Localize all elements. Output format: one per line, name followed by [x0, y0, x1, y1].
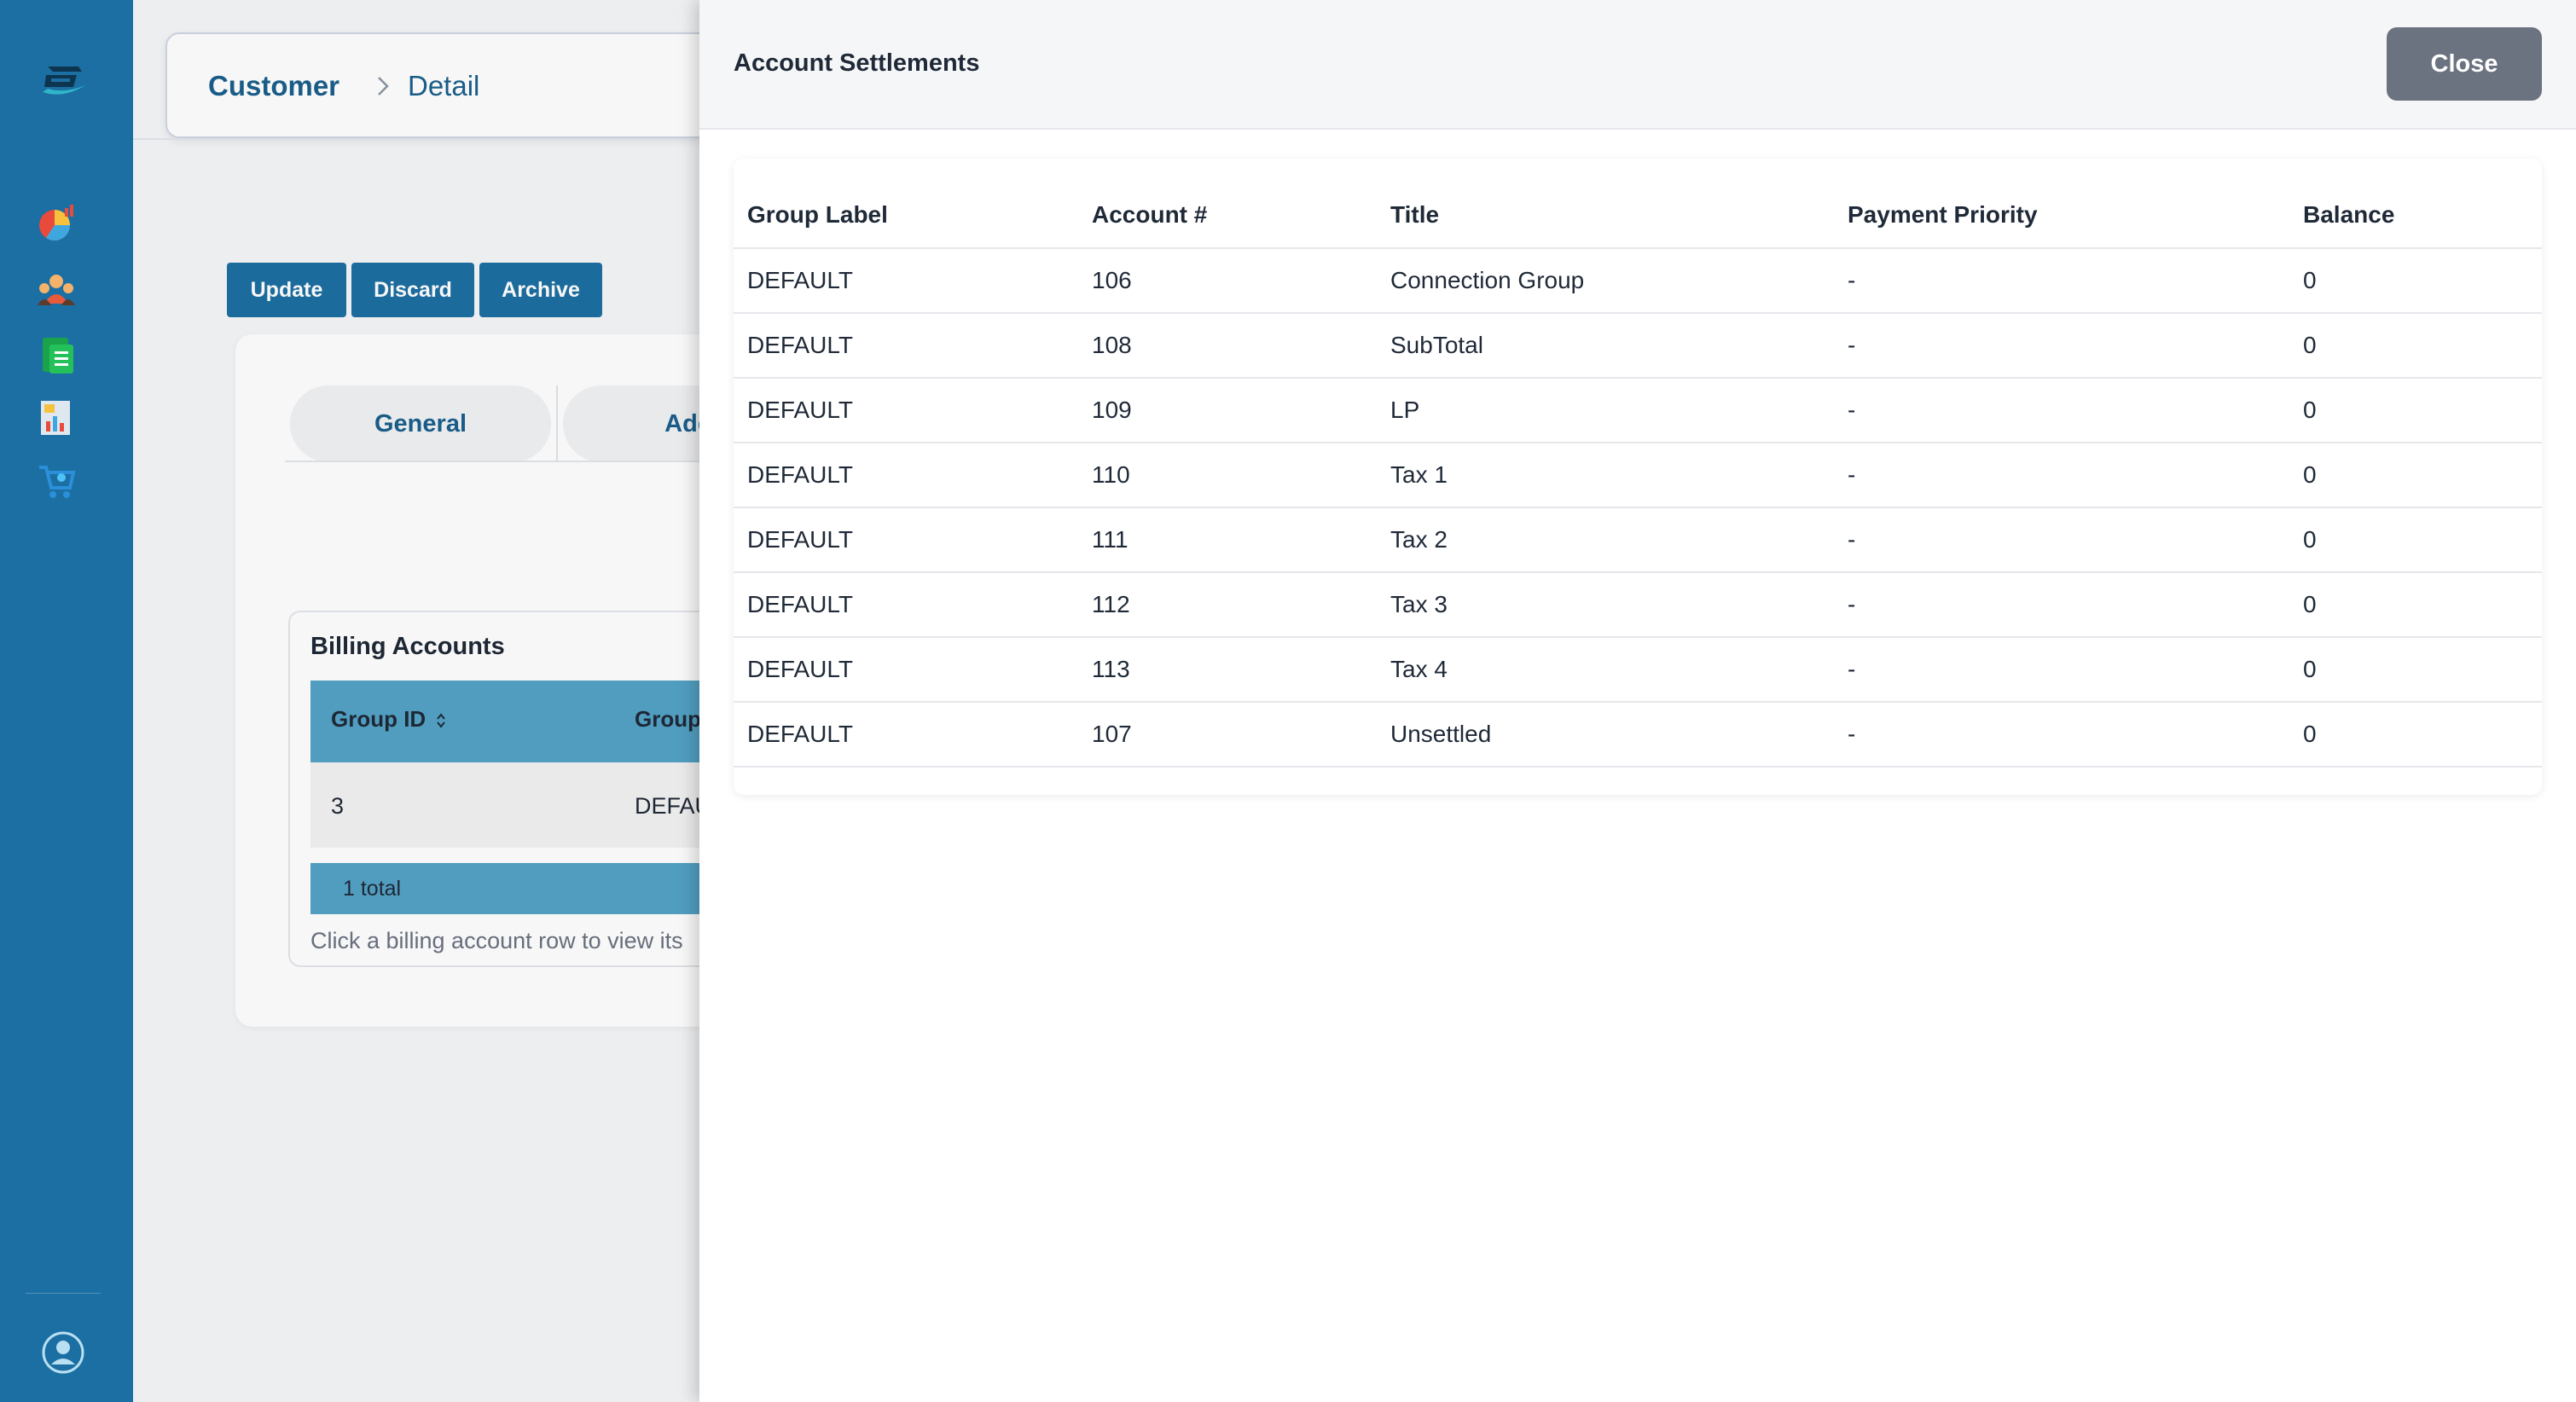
- cell-payment-priority: -: [1848, 591, 1856, 617]
- tab-underline: [285, 461, 984, 462]
- cell-group-label: DEFAULT: [747, 721, 853, 747]
- settlements-table-card: Group Label Account # Title Payment Prio…: [734, 159, 2542, 795]
- header-divider: [133, 138, 986, 140]
- cell-balance: 0: [2303, 267, 2317, 293]
- cell-account: 110: [1092, 461, 1130, 488]
- tab-general[interactable]: General: [290, 385, 551, 462]
- cell-balance: 0: [2303, 591, 2317, 617]
- column-header-group[interactable]: Group: [635, 706, 701, 732]
- reports-icon[interactable]: [36, 397, 77, 438]
- table-row[interactable]: DEFAULT 108 SubTotal - 0: [734, 314, 2542, 379]
- cell-group-id: 3: [331, 793, 345, 819]
- update-button[interactable]: Update: [227, 263, 346, 317]
- cell-account: 112: [1092, 591, 1130, 617]
- cell-account: 109: [1092, 397, 1132, 423]
- sort-icon[interactable]: [435, 712, 447, 729]
- cell-payment-priority: -: [1848, 332, 1856, 358]
- column-header-account: Account #: [1092, 201, 1208, 228]
- column-header-group-label: Group Label: [747, 201, 888, 228]
- cell-payment-priority: -: [1848, 267, 1856, 293]
- discard-button[interactable]: Discard: [351, 263, 474, 317]
- cell-payment-priority: -: [1848, 656, 1856, 682]
- table-row[interactable]: DEFAULT 110 Tax 1 - 0: [734, 443, 2542, 508]
- cell-title: Tax 3: [1390, 591, 1448, 617]
- drawer-backdrop[interactable]: [133, 0, 699, 1402]
- table-header-row: Group Label Account # Title Payment Prio…: [734, 182, 2542, 249]
- cell-account: 111: [1092, 526, 1128, 553]
- cell-group-label: DEFAULT: [747, 397, 853, 423]
- chevron-right-icon: [374, 75, 392, 97]
- cell-balance: 0: [2303, 656, 2317, 682]
- billing-hint-text: Click a billing account row to view its: [310, 928, 683, 953]
- cell-group: DEFAU: [635, 793, 712, 819]
- cell-payment-priority: -: [1848, 721, 1856, 747]
- dashboard-chart-icon[interactable]: [36, 203, 77, 244]
- table-row[interactable]: DEFAULT 111 Tax 2 - 0: [734, 508, 2542, 573]
- cell-account: 108: [1092, 332, 1132, 358]
- column-header-balance: Balance: [2303, 201, 2395, 228]
- cell-title: Tax 2: [1390, 526, 1448, 553]
- drawer-header: Account Settlements Close: [699, 0, 2576, 130]
- cell-title: Tax 1: [1390, 461, 1448, 488]
- cell-group-label: DEFAULT: [747, 332, 853, 358]
- archive-button[interactable]: Archive: [479, 263, 602, 317]
- cell-balance: 0: [2303, 332, 2317, 358]
- cell-payment-priority: -: [1848, 526, 1856, 553]
- sidebar: [0, 0, 133, 1402]
- cart-icon[interactable]: [36, 461, 77, 501]
- billing-accounts-title: Billing Accounts: [310, 633, 505, 660]
- cell-title: LP: [1390, 397, 1420, 423]
- account-settlements-drawer: Account Settlements Close Group Label Ac…: [699, 0, 2576, 1402]
- user-profile-icon[interactable]: [41, 1330, 85, 1375]
- table-row[interactable]: DEFAULT 112 Tax 3 - 0: [734, 573, 2542, 638]
- cell-title: Unsettled: [1390, 721, 1492, 747]
- column-header-title: Title: [1390, 201, 1440, 228]
- cell-title: Tax 4: [1390, 656, 1448, 682]
- table-row[interactable]: DEFAULT 109 LP - 0: [734, 379, 2542, 443]
- table-row[interactable]: DEFAULT 107 Unsettled - 0: [734, 703, 2542, 768]
- settlements-table: Group Label Account # Title Payment Prio…: [734, 182, 2542, 768]
- close-button[interactable]: Close: [2387, 27, 2542, 101]
- breadcrumb-customer-link[interactable]: Customer: [208, 70, 340, 101]
- cell-balance: 0: [2303, 721, 2317, 747]
- cell-group-label: DEFAULT: [747, 526, 853, 553]
- customers-icon[interactable]: [36, 269, 77, 310]
- column-header-payment-priority: Payment Priority: [1848, 201, 2038, 228]
- cell-title: Connection Group: [1390, 267, 1585, 293]
- breadcrumb-detail: Detail: [408, 70, 480, 101]
- documents-icon[interactable]: [36, 334, 77, 375]
- cell-group-label: DEFAULT: [747, 591, 853, 617]
- cell-account: 106: [1092, 267, 1132, 293]
- cell-balance: 0: [2303, 526, 2317, 553]
- tab-separator: [556, 385, 558, 462]
- cell-payment-priority: -: [1848, 461, 1856, 488]
- cell-group-label: DEFAULT: [747, 656, 853, 682]
- sidebar-divider: [26, 1293, 101, 1294]
- drawer-title: Account Settlements: [734, 49, 980, 77]
- cell-account: 107: [1092, 721, 1132, 747]
- app-logo-icon[interactable]: [39, 60, 89, 102]
- cell-account: 113: [1092, 656, 1130, 682]
- cell-balance: 0: [2303, 461, 2317, 488]
- cell-balance: 0: [2303, 397, 2317, 423]
- table-row[interactable]: DEFAULT 113 Tax 4 - 0: [734, 638, 2542, 703]
- cell-group-label: DEFAULT: [747, 461, 853, 488]
- table-row[interactable]: DEFAULT 106 Connection Group - 0: [734, 249, 2542, 314]
- cell-title: SubTotal: [1390, 332, 1483, 358]
- column-header-group-id[interactable]: Group ID: [331, 706, 447, 733]
- cell-group-label: DEFAULT: [747, 267, 853, 293]
- cell-payment-priority: -: [1848, 397, 1856, 423]
- column-header-label: Group ID: [331, 706, 426, 732]
